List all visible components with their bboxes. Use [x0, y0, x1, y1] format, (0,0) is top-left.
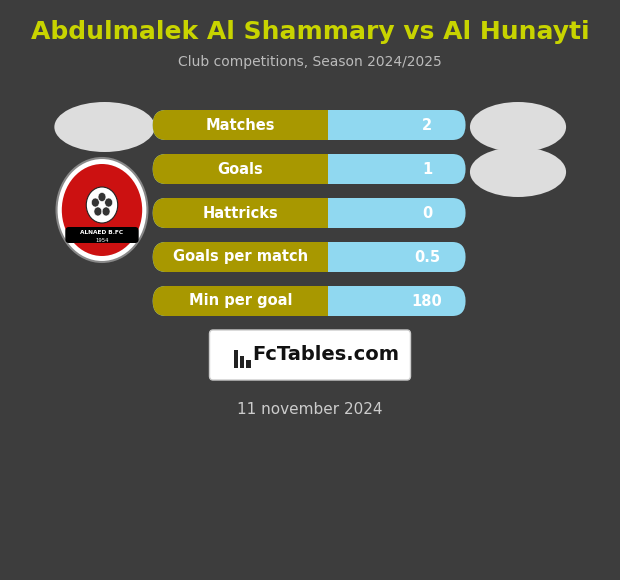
Text: Min per goal: Min per goal	[188, 293, 292, 309]
Text: Matches: Matches	[206, 118, 275, 132]
FancyBboxPatch shape	[153, 286, 328, 316]
Ellipse shape	[470, 147, 566, 197]
Circle shape	[94, 207, 102, 216]
Text: 1: 1	[422, 161, 432, 176]
Bar	[315, 154, 328, 184]
Text: 180: 180	[412, 293, 443, 309]
Ellipse shape	[470, 102, 566, 152]
Text: 0: 0	[422, 205, 432, 220]
Text: Hattricks: Hattricks	[202, 205, 278, 220]
FancyBboxPatch shape	[153, 154, 328, 184]
FancyBboxPatch shape	[153, 154, 466, 184]
FancyBboxPatch shape	[210, 330, 410, 380]
Text: Abdulmalek Al Shammary vs Al Hunayti: Abdulmalek Al Shammary vs Al Hunayti	[30, 20, 590, 44]
Text: Goals per match: Goals per match	[173, 249, 308, 264]
Bar	[315, 242, 328, 272]
FancyBboxPatch shape	[153, 286, 466, 316]
Text: 0.5: 0.5	[414, 249, 440, 264]
Bar	[315, 110, 328, 140]
FancyBboxPatch shape	[153, 198, 328, 228]
FancyBboxPatch shape	[153, 110, 466, 140]
Text: Club competitions, Season 2024/2025: Club competitions, Season 2024/2025	[178, 55, 442, 69]
Bar	[315, 286, 328, 316]
FancyBboxPatch shape	[153, 110, 328, 140]
Text: FcTables.com: FcTables.com	[252, 346, 399, 364]
FancyBboxPatch shape	[153, 198, 466, 228]
FancyBboxPatch shape	[153, 242, 328, 272]
Bar	[246, 360, 250, 368]
Text: 2: 2	[422, 118, 432, 132]
Bar	[240, 356, 244, 368]
FancyBboxPatch shape	[153, 242, 466, 272]
Circle shape	[98, 193, 106, 201]
Circle shape	[102, 207, 110, 216]
FancyBboxPatch shape	[65, 227, 139, 243]
Text: 1954: 1954	[95, 237, 108, 242]
Circle shape	[86, 187, 118, 223]
Bar	[315, 198, 328, 228]
Text: Goals: Goals	[218, 161, 263, 176]
Circle shape	[105, 198, 113, 207]
Circle shape	[62, 164, 142, 256]
Circle shape	[56, 158, 148, 262]
Ellipse shape	[55, 102, 155, 152]
Bar	[234, 350, 238, 368]
Text: ALNAED B.FC: ALNAED B.FC	[81, 230, 123, 235]
Text: 11 november 2024: 11 november 2024	[237, 403, 383, 418]
Circle shape	[91, 198, 99, 207]
